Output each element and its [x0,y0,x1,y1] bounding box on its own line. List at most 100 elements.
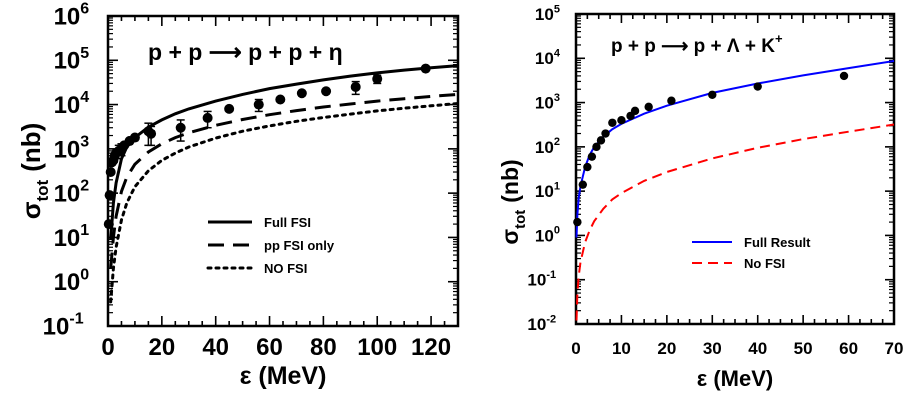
y-tick-label: 104 [535,48,561,69]
data-point [372,73,383,84]
y-tick-base: 10 [535,138,554,157]
x-tick-label: 0 [101,334,114,361]
y-tick-base: 10 [535,94,554,113]
y-tick-label: 100 [535,225,560,246]
y-tick-label: 103 [54,133,90,163]
x-tick-label: 0 [571,339,580,358]
x-tick-label: 40 [748,339,767,358]
x-tick-label: 60 [256,334,283,361]
data-point [839,71,849,81]
x-axis-label: ε (MeV) [697,366,773,391]
data-point [592,142,601,152]
y-tick-label: 104 [54,89,90,119]
y-tick-exponent: 0 [80,266,89,283]
y-tick-exponent: 5 [80,45,89,62]
y-tick-exponent: 4 [554,48,561,60]
y-axis-label-subscript: tot [512,210,529,229]
y-tick-exponent: 2 [554,136,560,148]
chart-title: p + p ⟶ p + Λ + K+ [611,31,783,57]
chart-title-superscript: + [775,31,783,46]
y-tick-base: 10 [527,315,546,334]
data-point [350,81,361,92]
chart-lambda-kaon-production: p + p ⟶ p + Λ + K+ ε (MeV) σtot(nb) 0 10 2… [497,3,903,391]
data-point [202,112,213,123]
y-tick-exponent: 3 [80,133,89,150]
y-tick-exponent: -1 [69,311,83,328]
y-tick-label: 102 [54,178,90,208]
chart-eta-production: p + p ⟶ p + p + η ε (MeV) σtot(nb) 0 20 40… [16,1,460,390]
y-tick-base: 10 [535,226,554,245]
x-tick-label: 120 [411,334,451,361]
y-tick-base: 10 [535,49,554,68]
series-line-full-fsi [109,64,459,240]
data-point [630,106,640,116]
x-tick-label: 30 [703,339,722,358]
legend-label: pp FSI only [264,238,335,253]
y-axis-label-unit: (nb) [497,159,523,202]
legend-label: NO FSI [264,261,307,276]
data-point [573,217,582,227]
y-tick-base: 10 [535,5,554,24]
x-tick-label: 100 [357,334,397,361]
data-point [104,190,115,201]
series-line-no-fsi [575,123,895,321]
data-point [105,167,116,178]
series-line-full-result [575,60,895,238]
y-tick-label: 106 [54,1,90,31]
data-point [103,219,114,230]
y-tick-label: 101 [54,222,90,252]
y-tick-exponent: 4 [80,89,89,106]
y-axis-label-symbol: σ [16,201,46,219]
y-tick-base: 10 [527,271,546,290]
data-point [296,88,307,99]
y-tick-base: 10 [54,269,81,296]
data-points [573,71,849,227]
data-points [103,63,431,230]
y-axis-label: σtot (nb) [497,159,529,244]
y-tick-label: 10-2 [527,313,556,334]
y-tick-exponent: 5 [554,3,560,15]
x-tick-label: 60 [839,339,858,358]
data-point [601,129,610,138]
series-line-pp-fsi-only [109,92,459,269]
data-point [224,103,235,114]
chart-title: p + p ⟶ p + p + η [148,39,343,65]
data-point [583,162,592,172]
data-point [596,136,606,145]
y-tick-base: 10 [535,182,554,201]
y-tick-exponent: 2 [80,178,89,195]
y-tick-label: 101 [535,180,560,201]
legend: Full FSI pp FSI only NO FSI [206,215,335,276]
y-tick-label: 10-1 [43,311,84,341]
y-tick-exponent: 0 [554,225,560,237]
y-tick-label: 10-1 [527,269,556,290]
series-line-no-fsi [109,102,460,304]
data-point [129,132,140,143]
y-tick-exponent: -2 [546,313,556,325]
svg-text:σtot(nb): σtot (nb) [16,123,52,220]
y-tick-label: 103 [535,92,560,113]
data-point [753,82,762,91]
data-point [667,96,676,105]
data-point [175,122,186,133]
data-point [420,63,431,74]
x-tick-label: 70 [885,339,904,358]
x-tick-label: 40 [202,334,229,361]
data-point [253,99,264,110]
y-tick-label: 105 [535,3,560,24]
data-point [321,86,332,97]
data-point [275,94,286,105]
y-tick-base: 10 [54,136,81,163]
x-tick-label: 10 [612,339,631,358]
data-point [587,152,597,161]
y-tick-exponent: -1 [546,269,556,281]
y-tick-exponent: 1 [80,222,89,239]
y-axis-label-unit: (nb) [16,123,46,172]
y-tick-label: 105 [54,45,90,75]
data-point [608,118,617,127]
y-tick-label: 100 [54,266,90,296]
x-tick-label: 80 [310,334,337,361]
legend: Full Result No FSI [692,235,811,271]
